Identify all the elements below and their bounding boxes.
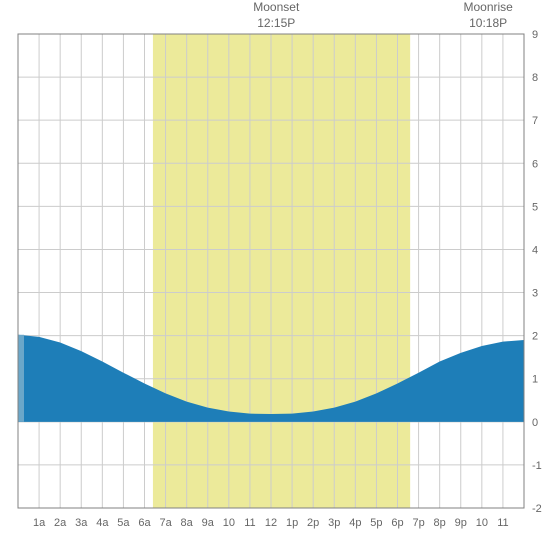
moonset-time: 12:15P <box>246 16 306 32</box>
x-tick-label: 9a <box>202 517 215 529</box>
x-tick-label: 10 <box>476 517 488 529</box>
moonrise-title: Moonrise <box>458 0 518 16</box>
x-tick-label: 5p <box>370 517 382 529</box>
y-tick-label: -1 <box>532 460 542 472</box>
x-tick-label: 10 <box>223 517 235 529</box>
x-tick-label: 7a <box>159 517 172 529</box>
tide-edge-left <box>18 335 24 422</box>
x-tick-label: 12 <box>265 517 277 529</box>
x-tick-label: 8a <box>181 517 194 529</box>
moonset-label: Moonset 12:15P <box>246 0 306 31</box>
tide-chart: Moonset 12:15P Moonrise 10:18P 1a2a3a4a5… <box>0 0 550 550</box>
y-tick-label: 8 <box>532 72 538 84</box>
y-tick-label: 4 <box>532 244 538 256</box>
y-tick-label: 0 <box>532 417 538 429</box>
x-tick-label: 4p <box>349 517 361 529</box>
moonrise-label: Moonrise 10:18P <box>458 0 518 31</box>
moonset-title: Moonset <box>246 0 306 16</box>
daylight-band <box>153 34 410 508</box>
y-tick-label: -2 <box>532 503 542 515</box>
x-tick-label: 3p <box>328 517 340 529</box>
x-tick-label: 2p <box>307 517 319 529</box>
y-tick-label: 1 <box>532 374 538 386</box>
x-tick-label: 5a <box>117 517 130 529</box>
y-tick-label: 3 <box>532 288 538 300</box>
y-tick-label: 7 <box>532 115 538 127</box>
x-tick-label: 11 <box>497 517 508 529</box>
x-tick-label: 9p <box>455 517 467 529</box>
y-tick-label: 5 <box>532 201 538 213</box>
x-tick-label: 7p <box>412 517 424 529</box>
x-tick-label: 11 <box>244 517 255 529</box>
x-tick-label: 4a <box>96 517 109 529</box>
x-tick-label: 1p <box>286 517 298 529</box>
moonrise-time: 10:18P <box>458 16 518 32</box>
chart-svg: 1a2a3a4a5a6a7a8a9a1011121p2p3p4p5p6p7p8p… <box>0 0 550 550</box>
y-tick-label: 2 <box>532 331 538 343</box>
x-tick-label: 6a <box>138 517 151 529</box>
x-tick-label: 6p <box>391 517 403 529</box>
x-tick-label: 2a <box>54 517 67 529</box>
x-tick-label: 3a <box>75 517 88 529</box>
y-tick-label: 6 <box>532 158 538 170</box>
y-tick-label: 9 <box>532 29 538 41</box>
x-tick-label: 8p <box>434 517 446 529</box>
x-tick-label: 1a <box>33 517 46 529</box>
